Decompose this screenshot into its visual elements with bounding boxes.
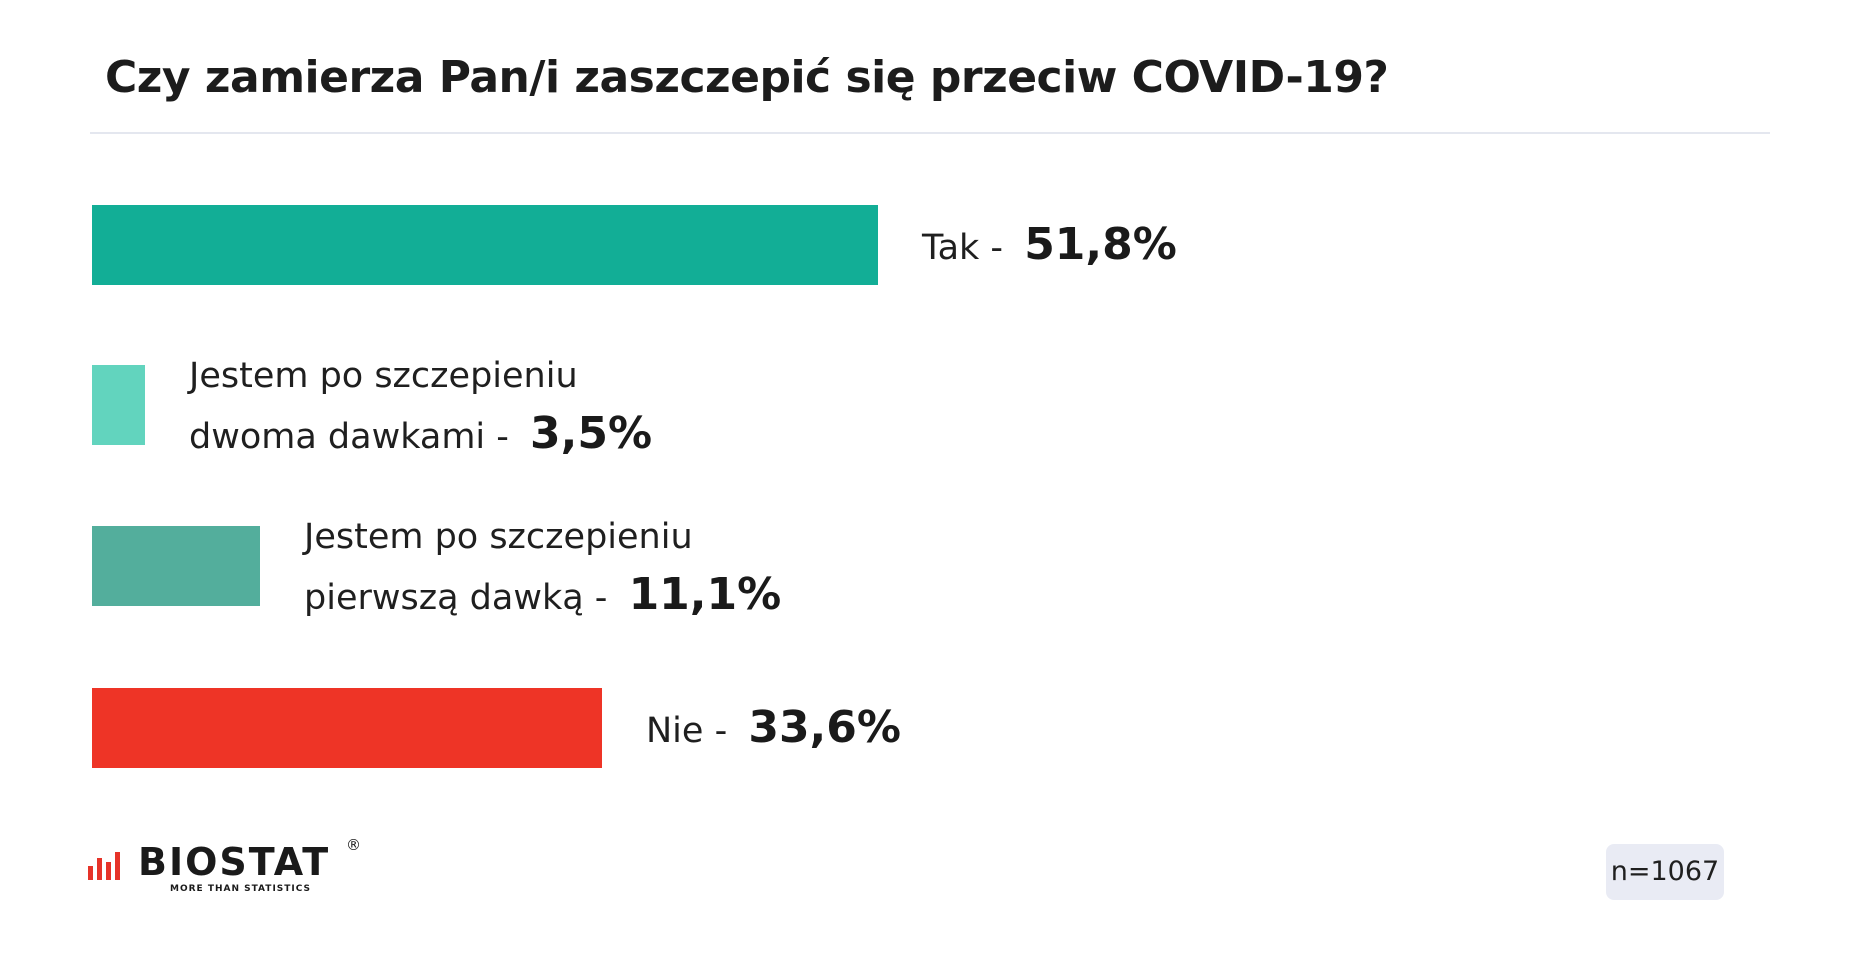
bar-4 bbox=[92, 688, 602, 768]
bar-label-line: dwoma dawkami - 3,5% bbox=[189, 405, 652, 466]
sample-size-badge: n=1067 bbox=[1606, 844, 1724, 900]
bar-2 bbox=[92, 365, 145, 445]
bar-label-line: Nie - 33,6% bbox=[646, 699, 901, 760]
logo-bars-icon bbox=[88, 852, 120, 880]
bar-1 bbox=[92, 205, 878, 285]
biostat-logo: BIOSTAT ® MORE THAN STATISTICS bbox=[88, 836, 388, 900]
bar-label-line: pierwszą dawką - 11,1% bbox=[304, 566, 781, 627]
bar-value-label: 11,1% bbox=[628, 569, 782, 620]
bar-label-2: Jestem po szczepieniu dwoma dawkami - 3,5… bbox=[189, 347, 652, 466]
logo-tagline: MORE THAN STATISTICS bbox=[170, 884, 312, 894]
bar-category-text: pierwszą dawką - bbox=[304, 578, 619, 618]
bar-label-line: Jestem po szczepieniu bbox=[189, 347, 652, 405]
title-divider bbox=[90, 132, 1770, 134]
bar-category-text: Tak - bbox=[922, 228, 1015, 268]
bar-value-label: 33,6% bbox=[748, 702, 901, 753]
bar-category-text: dwoma dawkami - bbox=[189, 417, 521, 457]
bar-3 bbox=[92, 526, 260, 606]
bar-category-text: Nie - bbox=[646, 711, 739, 751]
bar-label-line: Jestem po szczepieniu bbox=[304, 508, 781, 566]
bar-category-text: Jestem po szczepieniu bbox=[304, 517, 693, 557]
chart-title: Czy zamierza Pan/i zaszczepić się przeci… bbox=[105, 52, 1389, 103]
bar-label-4: Nie - 33,6% bbox=[646, 699, 901, 760]
bar-value-label: 3,5% bbox=[530, 408, 653, 459]
bar-label-3: Jestem po szczepieniu pierwszą dawką - 11… bbox=[304, 508, 781, 627]
bar-value-label: 51,8% bbox=[1024, 219, 1177, 270]
logo-wordmark: BIOSTAT bbox=[138, 840, 331, 884]
logo-registered-mark: ® bbox=[346, 836, 361, 854]
bar-label-line: Tak - 51,8% bbox=[922, 216, 1177, 277]
bar-label-1: Tak - 51,8% bbox=[922, 216, 1177, 277]
bar-category-text: Jestem po szczepieniu bbox=[189, 356, 578, 396]
